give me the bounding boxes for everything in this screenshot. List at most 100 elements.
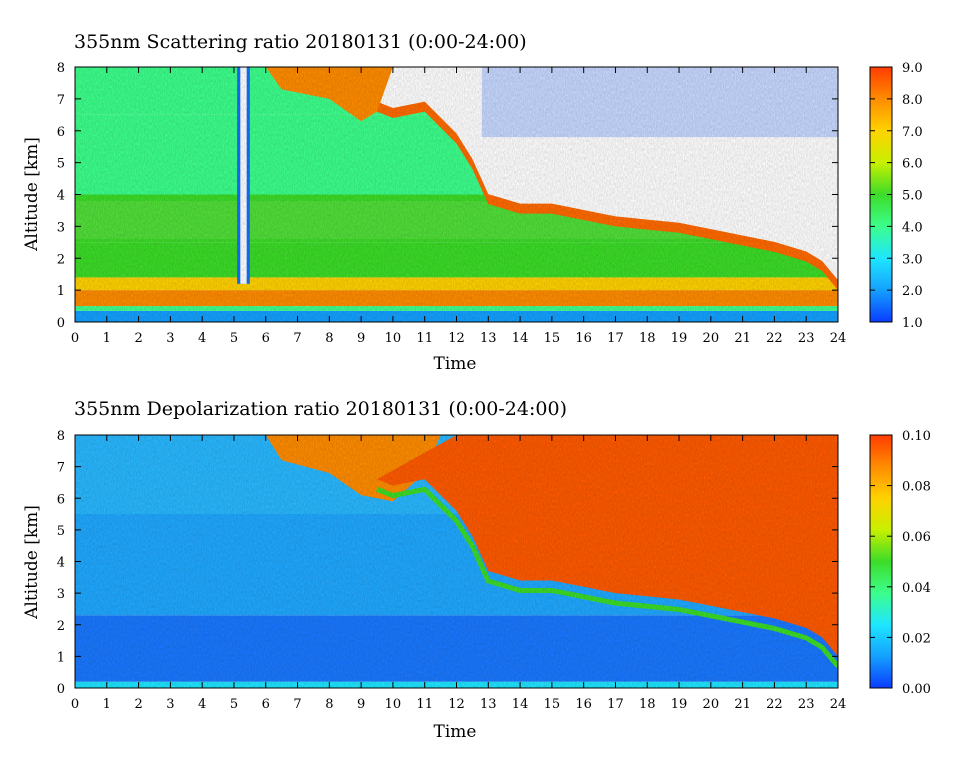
y-tick-label: 5 xyxy=(57,157,65,172)
x-axis-label: Time xyxy=(434,722,477,742)
axes: 0 1 2 3 4 5 6 7 8 9 10 11 12 13 14 15 16 17 18 19 20 21 22 23 24… xyxy=(57,429,847,712)
noise-texture xyxy=(75,435,838,688)
x-tick-label: 21 xyxy=(734,331,751,346)
y-tick-label: 2 xyxy=(57,619,65,634)
x-tick-label: 3 xyxy=(166,331,174,346)
colorbar-tick-label: 3.0 xyxy=(902,252,923,267)
noise-texture xyxy=(75,67,838,322)
x-tick-label: 22 xyxy=(766,331,783,346)
x-tick-label: 6 xyxy=(262,697,270,712)
x-tick-label: 4 xyxy=(198,697,206,712)
y-axis-label: Altitude [km] xyxy=(22,137,42,252)
colorbar-tick-label: 0.00 xyxy=(902,682,931,697)
colorbar-tick-label: 0.04 xyxy=(902,581,931,596)
x-tick-label: 12 xyxy=(448,331,465,346)
y-tick-label: 4 xyxy=(57,189,65,204)
colorbar-tick-label: 1.0 xyxy=(902,316,923,331)
x-tick-label: 15 xyxy=(544,697,561,712)
x-tick-label: 8 xyxy=(325,697,333,712)
y-tick-label: 8 xyxy=(57,61,65,76)
x-tick-label: 18 xyxy=(639,331,656,346)
x-tick-label: 22 xyxy=(766,697,783,712)
x-tick-label: 13 xyxy=(480,697,497,712)
x-tick-label: 1 xyxy=(103,697,111,712)
x-tick-label: 0 xyxy=(71,331,79,346)
y-tick-label: 7 xyxy=(57,461,65,476)
y-tick-label: 3 xyxy=(57,587,65,602)
x-axis-label: Time xyxy=(434,354,477,374)
x-tick-label: 19 xyxy=(671,697,688,712)
colorbar-tick-label: 5.0 xyxy=(902,189,923,204)
colorbar-tick-label: 6.0 xyxy=(902,157,923,172)
y-tick-label: 2 xyxy=(57,252,65,267)
x-tick-label: 1 xyxy=(103,331,111,346)
x-tick-label: 24 xyxy=(830,331,847,346)
y-axis-label: Altitude [km] xyxy=(22,505,42,620)
x-tick-label: 9 xyxy=(357,331,365,346)
y-tick-label: 4 xyxy=(57,556,65,571)
x-tick-label: 17 xyxy=(607,697,624,712)
chart-title: 355nm Scattering ratio 20180131 (0:00-24… xyxy=(74,31,527,53)
x-tick-label: 0 xyxy=(71,697,79,712)
x-tick-label: 5 xyxy=(230,331,238,346)
x-tick-label: 7 xyxy=(293,697,301,712)
colorbar-tick-label: 0.08 xyxy=(902,480,931,495)
x-tick-label: 11 xyxy=(416,697,433,712)
x-tick-label: 17 xyxy=(607,331,624,346)
scattering-ratio-panel: 355nm Scattering ratio 20180131 (0:00-24… xyxy=(22,31,923,374)
y-tick-label: 1 xyxy=(57,284,65,299)
x-tick-label: 20 xyxy=(703,331,720,346)
y-tick-label: 3 xyxy=(57,220,65,235)
y-tick-label: 1 xyxy=(57,650,65,665)
colorbar-tick-label: 0.10 xyxy=(902,429,931,444)
x-tick-label: 16 xyxy=(575,697,592,712)
x-tick-label: 12 xyxy=(448,697,465,712)
y-tick-label: 0 xyxy=(57,682,65,697)
axes: 0 1 2 3 4 5 6 7 8 9 10 11 12 13 14 15 16 17 18 19 20 21 22 23 24… xyxy=(57,61,847,346)
x-tick-label: 24 xyxy=(830,697,847,712)
x-tick-label: 14 xyxy=(512,697,529,712)
x-tick-label: 2 xyxy=(134,331,142,346)
colorbar-gradient xyxy=(869,434,893,689)
x-tick-label: 16 xyxy=(575,331,592,346)
colorbar-tick-label: 8.0 xyxy=(902,93,923,108)
x-tick-label: 19 xyxy=(671,331,688,346)
x-tick-label: 5 xyxy=(230,697,238,712)
x-tick-label: 18 xyxy=(639,697,656,712)
x-tick-label: 2 xyxy=(134,697,142,712)
y-tick-label: 8 xyxy=(57,429,65,444)
y-tick-label: 6 xyxy=(57,125,65,140)
heatmap-area xyxy=(75,67,838,322)
x-tick-label: 23 xyxy=(798,331,815,346)
colorbar-tick-label: 7.0 xyxy=(902,125,923,140)
x-tick-label: 10 xyxy=(385,697,402,712)
x-tick-label: 3 xyxy=(166,697,174,712)
x-tick-label: 13 xyxy=(480,331,497,346)
x-tick-label: 21 xyxy=(734,697,751,712)
x-tick-label: 10 xyxy=(385,331,402,346)
depolarization-ratio-panel: 355nm Depolarization ratio 20180131 (0:0… xyxy=(22,398,931,742)
y-tick-label: 5 xyxy=(57,524,65,539)
y-tick-label: 6 xyxy=(57,492,65,507)
x-tick-label: 6 xyxy=(262,331,270,346)
colorbar-tick-label: 0.02 xyxy=(902,631,931,646)
heatmap-area xyxy=(75,435,838,688)
colorbar: 0.00 0.02 0.04 0.06 0.08 0.10 xyxy=(869,429,931,697)
y-tick-label: 7 xyxy=(57,93,65,108)
x-tick-label: 11 xyxy=(416,331,433,346)
colorbar-tick-label: 0.06 xyxy=(902,530,931,545)
x-tick-label: 9 xyxy=(357,697,365,712)
x-tick-label: 8 xyxy=(325,331,333,346)
chart-title: 355nm Depolarization ratio 20180131 (0:0… xyxy=(74,398,567,420)
x-tick-label: 20 xyxy=(703,697,720,712)
colorbar-tick-label: 4.0 xyxy=(902,220,923,235)
x-tick-label: 15 xyxy=(544,331,561,346)
colorbar-tick-label: 9.0 xyxy=(902,61,923,76)
colorbar-tick-label: 2.0 xyxy=(902,284,923,299)
x-tick-label: 7 xyxy=(293,331,301,346)
x-tick-label: 23 xyxy=(798,697,815,712)
y-tick-label: 0 xyxy=(57,316,65,331)
colorbar: 1.0 2.0 3.0 4.0 5.0 6.0 7.0 8.0 9.0 xyxy=(869,61,923,331)
x-tick-label: 4 xyxy=(198,331,206,346)
